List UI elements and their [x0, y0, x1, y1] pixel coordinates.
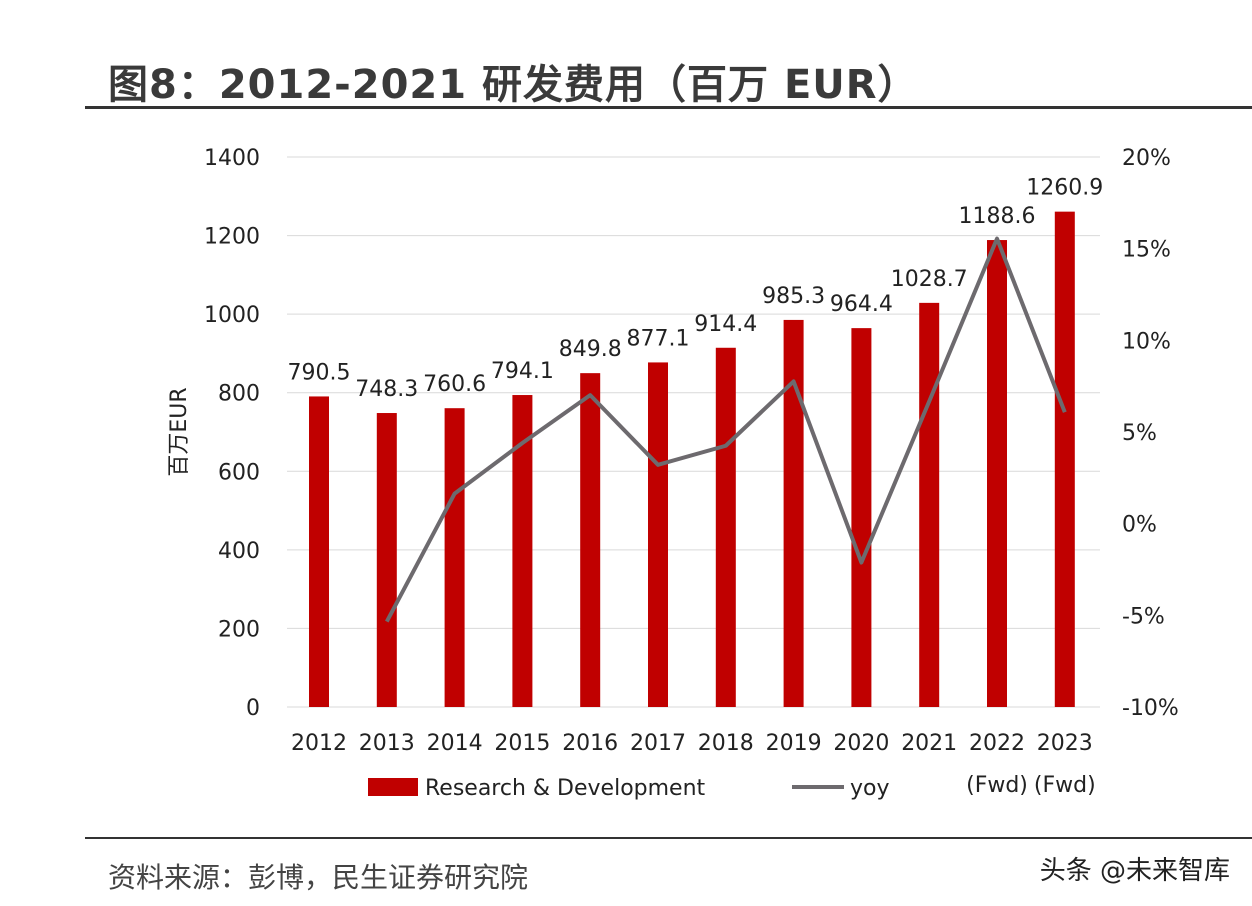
- y2-tick-label: -10%: [1122, 696, 1179, 721]
- bar-data-label: 964.4: [830, 292, 893, 317]
- legend-bar-label: Research & Development: [425, 776, 706, 801]
- y-tick-label: 1200: [204, 225, 260, 250]
- y-axis-label: 百万EUR: [167, 387, 192, 476]
- page-title: 图8：2012-2021 研发费用（百万 EUR）: [108, 62, 919, 108]
- bar-2016: [580, 373, 601, 707]
- bar-2023: [1054, 211, 1075, 707]
- bar-data-label: 877.1: [627, 326, 690, 351]
- x-tick-label: 2020: [833, 731, 889, 756]
- bar-2019: [783, 319, 804, 707]
- bar-data-label: 790.5: [288, 360, 351, 385]
- bar-data-label: 748.3: [355, 377, 418, 402]
- bar-2014: [444, 408, 465, 707]
- title-divider: [85, 106, 1252, 109]
- y-tick-label: 0: [246, 696, 260, 721]
- bar-data-label: 794.1: [491, 359, 554, 384]
- y2-tick-label: 5%: [1122, 421, 1157, 446]
- x-tick-label: 2022: [969, 731, 1025, 756]
- source-note: 资料来源：彭博，民生证券研究院: [108, 861, 529, 894]
- y2-tick-label: -5%: [1122, 604, 1165, 629]
- y2-tick-label: 15%: [1122, 238, 1171, 263]
- footer-divider: [85, 837, 1252, 839]
- bar-data-label: 914.4: [694, 312, 757, 337]
- bar-2022: [987, 240, 1007, 708]
- x-tick-label: 2012: [291, 731, 347, 756]
- x-tick-label: 2013: [359, 731, 415, 756]
- bar-2013: [376, 413, 397, 707]
- y-tick-label: 1400: [204, 146, 260, 171]
- x-tick-sublabel: (Fwd): [1034, 773, 1096, 798]
- y-tick-label: 1000: [204, 303, 260, 328]
- y-tick-label: 600: [218, 460, 260, 485]
- bar-data-label: 1260.9: [1026, 176, 1103, 201]
- y2-tick-label: 20%: [1122, 146, 1171, 171]
- bar-2012: [309, 396, 329, 707]
- y2-tick-label: 10%: [1122, 329, 1171, 354]
- legend-line-label: yoy: [850, 776, 890, 801]
- y-tick-label: 400: [218, 539, 260, 564]
- bar-data-label: 1028.7: [891, 267, 968, 292]
- bar-data-label: 1188.6: [959, 204, 1036, 229]
- bar-2018: [715, 347, 736, 707]
- bar-2020: [851, 328, 872, 707]
- x-tick-sublabel: (Fwd): [966, 773, 1028, 798]
- bar-2017: [648, 362, 668, 707]
- legend-bar-swatch: [368, 778, 418, 796]
- x-tick-label: 2021: [901, 731, 957, 756]
- x-tick-label: 2015: [494, 731, 550, 756]
- x-tick-label: 2016: [562, 731, 618, 756]
- x-tick-label: 2019: [766, 731, 822, 756]
- x-tick-label: 2014: [427, 731, 483, 756]
- x-tick-label: 2017: [630, 731, 686, 756]
- y2-tick-label: 0%: [1122, 513, 1157, 538]
- bar-data-label: 760.6: [423, 372, 486, 397]
- x-tick-label: 2023: [1037, 731, 1093, 756]
- watermark: 头条 @未来智库: [1039, 856, 1230, 886]
- bar-2015: [512, 395, 533, 707]
- y-tick-label: 800: [218, 382, 260, 407]
- x-tick-label: 2018: [698, 731, 754, 756]
- bar-data-label: 849.8: [559, 337, 622, 362]
- y-tick-label: 200: [218, 617, 260, 642]
- bar-data-label: 985.3: [762, 284, 825, 309]
- bar-2021: [919, 302, 940, 707]
